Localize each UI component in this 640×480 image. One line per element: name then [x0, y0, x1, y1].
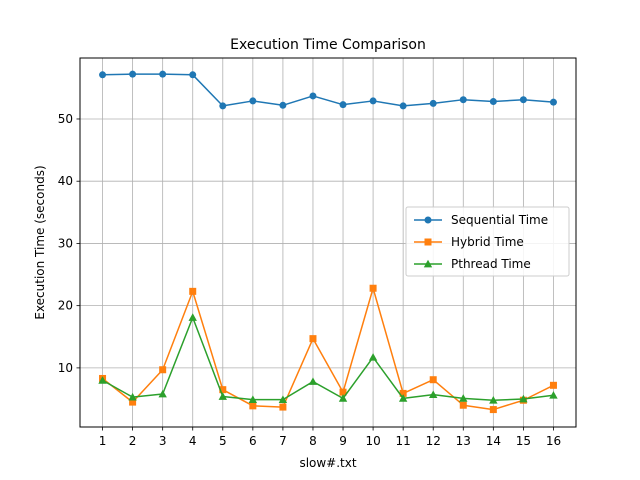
x-tick-label: 11	[396, 434, 411, 448]
data-point	[249, 402, 257, 410]
data-point	[98, 376, 107, 384]
data-point	[429, 99, 437, 107]
data-point	[489, 406, 497, 414]
data-point	[339, 388, 347, 396]
data-point	[459, 394, 468, 402]
data-point	[219, 102, 227, 110]
legend-label: Hybrid Time	[451, 235, 524, 249]
y-tick-label: 50	[58, 112, 73, 126]
legend-label: Sequential Time	[451, 213, 548, 227]
data-point	[219, 386, 227, 394]
y-tick-label: 40	[58, 174, 73, 188]
y-tick-label: 10	[58, 361, 73, 375]
plot-frame	[79, 57, 577, 428]
x-tick-label: 3	[159, 434, 167, 448]
data-point	[129, 398, 137, 406]
data-point	[489, 98, 497, 106]
y-tick-label: 30	[58, 236, 73, 250]
legend-box	[405, 206, 570, 277]
data-point	[159, 366, 167, 374]
data-point	[459, 401, 467, 409]
data-point	[189, 71, 197, 79]
x-axis-label: slow#.txt	[299, 456, 356, 470]
series-pthread-time	[98, 313, 558, 404]
data-point	[399, 102, 407, 110]
data-point	[369, 284, 377, 292]
data-point	[129, 70, 137, 78]
legend-item: Pthread Time	[414, 257, 531, 271]
data-point	[339, 101, 347, 109]
data-point	[399, 389, 407, 397]
data-point	[128, 392, 137, 401]
x-tick-label: 15	[516, 434, 531, 448]
data-point	[279, 403, 287, 411]
legend-label: Pthread Time	[451, 257, 531, 271]
data-point	[429, 390, 438, 399]
data-point	[188, 313, 197, 321]
data-point	[279, 101, 287, 109]
legend-marker	[424, 216, 432, 224]
y-axis-label: Execution Time (seconds)	[33, 165, 47, 319]
data-point	[99, 71, 107, 79]
x-tick-label: 2	[129, 434, 137, 448]
data-point	[549, 98, 557, 106]
data-point	[248, 395, 258, 403]
data-point	[308, 377, 318, 385]
data-point	[519, 394, 528, 403]
y-tick-label: 20	[58, 299, 73, 313]
x-tick-label: 5	[219, 434, 227, 448]
data-point	[429, 376, 437, 384]
x-tick-label: 4	[189, 434, 197, 448]
data-point	[249, 97, 257, 105]
x-tick-label: 6	[249, 434, 257, 448]
series-layer	[98, 70, 558, 414]
data-point	[549, 391, 558, 399]
data-point	[549, 381, 557, 389]
data-point	[368, 353, 378, 361]
x-tick-label: 7	[279, 434, 287, 448]
data-point	[519, 96, 527, 104]
data-point	[159, 70, 167, 78]
series-line	[102, 316, 554, 401]
series-sequential-time	[99, 70, 557, 110]
x-tick-label: 1	[99, 434, 107, 448]
legend-item: Hybrid Time	[414, 235, 524, 249]
data-point	[398, 394, 408, 402]
x-tick-label: 14	[486, 434, 501, 448]
data-point	[218, 392, 227, 400]
x-tick-label: 12	[426, 434, 441, 448]
data-point	[189, 287, 197, 295]
data-point	[309, 335, 317, 343]
legend: Sequential Time Hybrid Time Pthread Time	[405, 206, 570, 277]
series-line	[102, 287, 554, 411]
legend-marker	[424, 238, 432, 246]
x-tick-label: 10	[365, 434, 380, 448]
data-point	[459, 96, 467, 104]
legend-item: Sequential Time	[414, 213, 548, 227]
x-tick-label: 8	[309, 434, 317, 448]
x-tick-label: 16	[546, 434, 561, 448]
data-point	[278, 395, 288, 403]
x-tick-label: 13	[456, 434, 471, 448]
data-point	[338, 394, 348, 402]
data-point	[158, 389, 167, 398]
chart-title: Execution Time Comparison	[230, 37, 426, 53]
data-point	[309, 92, 317, 100]
series-line	[102, 73, 554, 107]
legend-marker	[423, 259, 433, 268]
data-point	[369, 97, 377, 105]
data-point	[489, 396, 498, 404]
x-tick-label: 9	[339, 434, 347, 448]
